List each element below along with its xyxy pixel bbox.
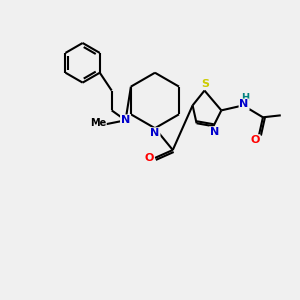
Text: O: O: [250, 135, 260, 145]
Text: N: N: [121, 115, 130, 125]
Text: O: O: [144, 153, 154, 163]
Text: S: S: [202, 79, 209, 88]
Text: N: N: [210, 127, 219, 137]
Text: Me: Me: [90, 118, 106, 128]
Text: N: N: [239, 99, 249, 110]
Text: N: N: [150, 128, 160, 138]
Text: H: H: [241, 94, 249, 103]
